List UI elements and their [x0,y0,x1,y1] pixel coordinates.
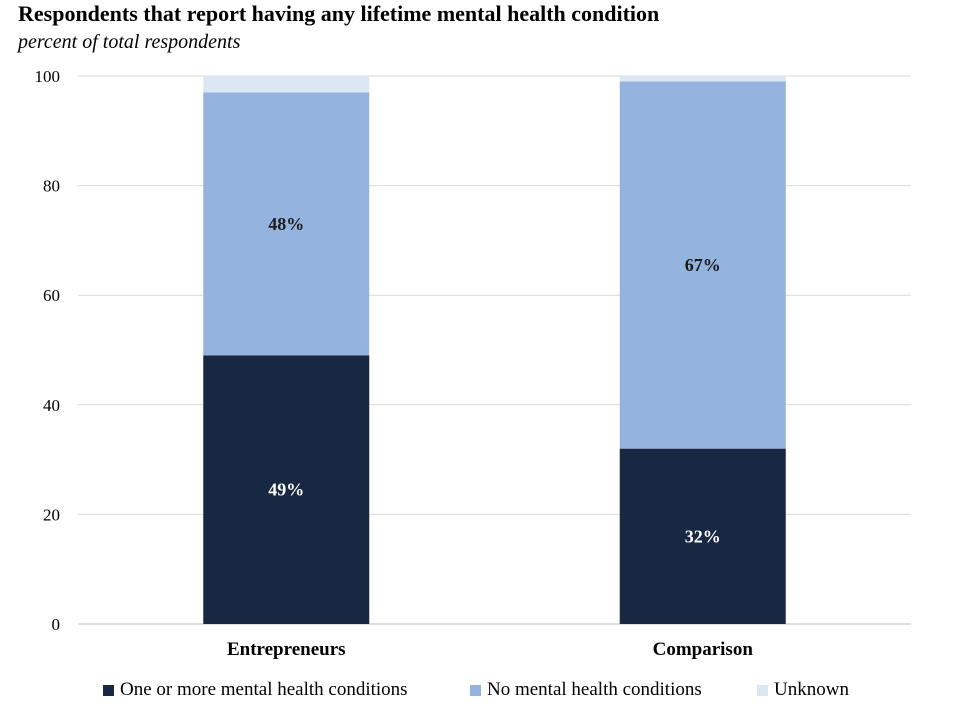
data-label-entrepreneurs-one-or-more-mental-health-conditions: 49% [268,480,304,500]
legend-item-conditions: One or more mental health conditions [103,678,408,702]
chart-subtitle: percent of total respondents [18,31,241,53]
legend-item-unknown: Unknown [757,678,849,702]
bar-entrepreneurs-one-or-more-mental-health-conditions [203,355,370,624]
legend-label-conditions: One or more mental health conditions [120,679,408,700]
legend: One or more mental health conditions No … [0,678,959,702]
y-tick-label-20: 20 [43,505,60,524]
legend-item-no-conditions: No mental health conditions [470,678,702,702]
y-tick-label-0: 0 [52,615,61,634]
bar-comparison-one-or-more-mental-health-conditions [619,448,786,624]
x-category-label-entrepreneurs: Entrepreneurs [227,639,346,660]
x-category-label-comparison: Comparison [653,639,754,660]
legend-label-no-conditions: No mental health conditions [487,679,702,700]
bar-comparison-no-mental-health-conditions [619,81,786,449]
chart-title: Respondents that report having any lifet… [18,1,660,26]
legend-swatch-no-conditions [470,684,481,696]
bar-entrepreneurs-no-mental-health-conditions [203,92,370,356]
bar-entrepreneurs-unknown [203,76,370,93]
y-tick-label-40: 40 [43,396,60,415]
y-tick-label-100: 100 [35,67,61,86]
legend-swatch-unknown [757,684,768,696]
bar-comparison-unknown [619,76,786,82]
data-label-comparison-one-or-more-mental-health-conditions: 32% [685,526,721,546]
stacked-bar-chart: 0 20 40 60 80 100 49% 48% Entrepreneurs 32% 67% Com… [35,67,911,660]
legend-swatch-conditions [103,684,114,696]
legend-label-unknown: Unknown [774,679,849,700]
data-label-comparison-no-mental-health-conditions: 67% [685,255,721,275]
y-tick-label-80: 80 [43,177,60,196]
y-tick-label-60: 60 [43,286,60,305]
data-label-entrepreneurs-no-mental-health-conditions: 48% [268,214,304,234]
